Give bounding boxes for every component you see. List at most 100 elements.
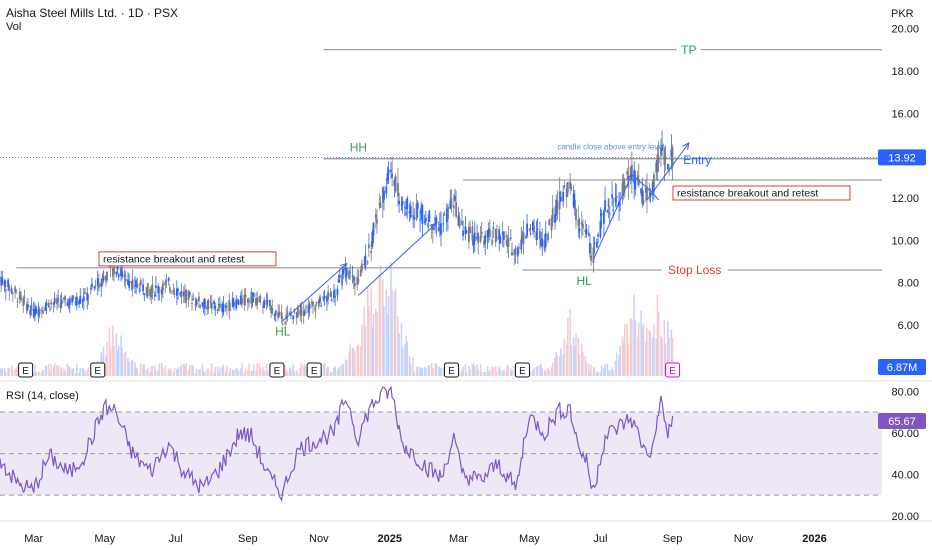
candle-body <box>187 290 190 300</box>
candle-body <box>34 309 36 316</box>
volume-bar <box>34 364 36 376</box>
candle-body <box>352 276 355 282</box>
candle-body <box>23 297 26 299</box>
volume-bar <box>180 364 183 376</box>
volume-bar <box>394 288 397 376</box>
volume-bar <box>536 365 539 376</box>
volume-bar <box>248 363 250 376</box>
volume-bar <box>123 352 126 376</box>
volume-bar <box>405 335 407 376</box>
volume-bar <box>400 323 403 376</box>
volume-bar <box>344 359 347 376</box>
candle-body <box>505 236 508 238</box>
volume-bar <box>563 338 566 376</box>
candle-body <box>151 284 154 294</box>
earnings-marker[interactable] <box>18 362 34 378</box>
price-tick-label: 10.00 <box>891 235 919 247</box>
candle-body <box>590 255 593 261</box>
candle-body <box>593 242 596 244</box>
earnings-marker-label: E <box>519 366 526 377</box>
volume-bar <box>406 341 409 376</box>
candle-body <box>20 295 22 301</box>
candle-body <box>67 301 70 308</box>
candle-body <box>397 183 399 197</box>
volume-bar <box>548 370 551 376</box>
volume-bar <box>169 370 171 376</box>
earnings-marker-label: E <box>311 366 318 377</box>
earnings-marker[interactable] <box>665 362 681 378</box>
volume-bar <box>187 370 190 376</box>
volume-bar <box>375 308 377 376</box>
candle-body <box>386 173 389 181</box>
candle-body <box>87 295 90 297</box>
volume-bar <box>32 372 35 376</box>
candle-body <box>589 242 591 254</box>
volume-bar <box>52 366 55 376</box>
candle-body <box>116 263 119 270</box>
volume-bar <box>670 329 673 376</box>
volume-bar <box>629 318 632 376</box>
candle-body <box>666 163 669 169</box>
candle-body <box>630 164 633 181</box>
candle-body <box>487 228 490 233</box>
volume-bar <box>477 369 480 376</box>
volume-bar <box>370 288 372 376</box>
candle-body <box>232 302 235 307</box>
earnings-marker[interactable] <box>443 362 459 378</box>
candle-body <box>337 279 340 283</box>
candle-body <box>237 300 240 305</box>
volume-bar <box>409 363 412 376</box>
volume-bar <box>165 372 168 376</box>
volume-bar <box>259 368 262 376</box>
volume-bar <box>236 369 239 376</box>
volume-bar <box>435 363 438 376</box>
volume-bar <box>192 365 194 376</box>
volume-bar <box>633 294 635 376</box>
volume-bar <box>3 368 6 376</box>
volume-bar <box>423 366 426 376</box>
rsi-tick-label: 80.00 <box>891 386 919 398</box>
candle-body <box>440 223 442 235</box>
earnings-marker[interactable] <box>514 362 530 378</box>
candle-body <box>484 235 487 244</box>
earnings-marker-label: E <box>448 366 455 377</box>
earnings-marker[interactable] <box>90 362 106 378</box>
volume-bar <box>263 370 265 376</box>
candle-body <box>559 196 562 202</box>
earnings-marker[interactable] <box>269 362 285 378</box>
volume-bar <box>69 367 71 376</box>
volume-bar <box>266 370 269 376</box>
volume-bar <box>252 364 255 376</box>
volume-bar <box>35 372 37 376</box>
candle-body <box>37 309 40 316</box>
volume-bar <box>71 368 73 376</box>
candle-body <box>364 255 367 269</box>
candle-body <box>345 267 348 276</box>
candle-body <box>529 233 532 235</box>
volume-bar <box>41 371 43 376</box>
volume-bar <box>437 366 440 376</box>
candle-body <box>528 228 531 230</box>
candle-body <box>45 302 48 306</box>
candle-body <box>623 184 626 190</box>
volume-bar <box>593 367 596 376</box>
volume-bar <box>164 365 167 376</box>
volume-bar <box>258 363 261 376</box>
candle-body <box>372 222 375 236</box>
candle-body <box>437 227 440 231</box>
volume-bar <box>244 369 247 376</box>
earnings-marker[interactable] <box>306 362 322 378</box>
candle-body <box>217 304 220 306</box>
volume-bar <box>486 366 489 376</box>
volume-bar <box>38 372 41 376</box>
volume-bar <box>501 371 504 376</box>
candle-body <box>532 222 534 231</box>
candle-body <box>327 291 330 300</box>
volume-bar <box>476 364 478 376</box>
candle-body <box>419 219 421 221</box>
volume-bar <box>226 365 228 376</box>
candle-body <box>413 217 416 220</box>
candle-body <box>172 290 175 294</box>
candle-body <box>123 274 126 278</box>
